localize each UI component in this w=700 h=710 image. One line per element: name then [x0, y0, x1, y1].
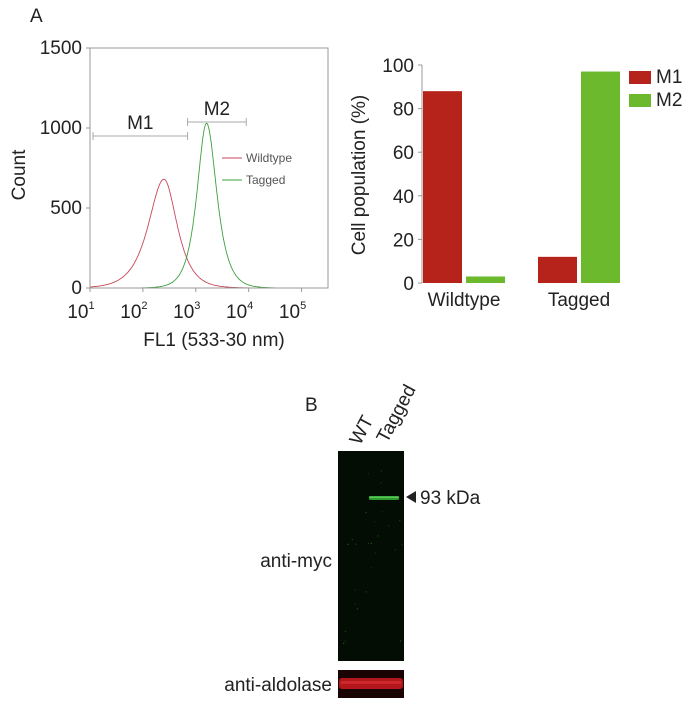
bar-tagged-m2	[581, 71, 620, 283]
bar-y-tick-label: 0	[403, 274, 414, 295]
blot-speckle	[400, 640, 402, 642]
histogram-frame	[89, 47, 329, 289]
blot-speckle	[347, 543, 349, 545]
histogram-curve-wildtype	[89, 178, 276, 289]
bar-legend-swatch-m2	[629, 94, 651, 107]
histogram-x-tick-label: 101	[67, 300, 94, 323]
histogram-y-ticks: 0 500 1000 1500	[40, 38, 90, 299]
blot-speckle	[399, 520, 401, 522]
bar-bars	[423, 71, 620, 283]
histogram-legend-label: Tagged	[246, 173, 285, 187]
lane-label-wt: WT	[346, 412, 379, 448]
bar-tagged-m1	[538, 256, 577, 283]
panel-label-a: A	[30, 6, 43, 27]
histogram-x-label: FL1 (533-30 nm)	[143, 330, 285, 351]
blot-speckle	[365, 511, 367, 514]
lane-label-tagged: Tagged	[373, 381, 421, 446]
bar-legend-label: M1	[656, 67, 682, 88]
histogram-y-tick-label: 1500	[40, 38, 82, 59]
bar-category-label: Tagged	[548, 290, 610, 311]
western-blot: WT Tagged 93 kDa anti-myc anti-aldolase	[224, 381, 481, 698]
blot-speckle	[380, 482, 382, 484]
histogram-y-tick-label: 0	[71, 278, 82, 299]
bar-axes: 0 20 40 60 80 100	[382, 56, 423, 295]
blot-speckle	[374, 552, 376, 554]
histogram-curve-tagged	[90, 122, 276, 289]
bar-legend-swatch-m1	[629, 71, 651, 84]
histogram-x-tick-label: 105	[279, 300, 306, 323]
bar-y-tick-label: 20	[393, 230, 414, 251]
row-label-anti-aldolase: anti-aldolase	[224, 675, 332, 696]
blot-speckle	[381, 511, 383, 513]
blot-membrane-myc	[338, 451, 404, 661]
blot-speckle	[343, 642, 345, 644]
blot-speckle	[370, 542, 372, 544]
blot-speckle	[373, 521, 376, 523]
histogram-legend-label: Wildtype	[246, 151, 292, 165]
blot-speckle	[344, 640, 347, 642]
bar-y-tick-label: 100	[382, 56, 414, 77]
histogram-gates: M1 M2	[92, 99, 247, 140]
blot-speckle	[401, 544, 403, 546]
blot-speckle	[354, 589, 356, 591]
histogram-y-label: Count	[9, 149, 30, 200]
blot-speckle	[380, 470, 382, 472]
blot-speckle	[344, 630, 347, 632]
histogram-curves	[89, 122, 276, 289]
blot-speckle	[356, 608, 358, 610]
histogram-y-tick-label: 500	[50, 198, 82, 219]
bar-chart: Cell population (%) 0 20 40 60 80 100 Wildtyp…	[349, 56, 682, 311]
blot-speckle	[365, 591, 367, 593]
blot-band-highlight	[369, 496, 399, 498]
histogram-x-ticks: 101 102 103 104 105	[67, 288, 306, 323]
bar-y-label: Cell population (%)	[349, 95, 370, 256]
bar-wildtype-m2	[466, 276, 505, 283]
blot-speckle	[394, 549, 396, 551]
blot-speckle	[351, 538, 353, 540]
blot-speckle	[355, 543, 357, 545]
blot-speckle	[377, 535, 379, 537]
histogram-legend: Wildtype Tagged	[222, 151, 292, 187]
bar-y-tick-label: 60	[393, 143, 414, 164]
bar-wildtype-m1	[423, 91, 462, 283]
blot-background-speckles	[343, 470, 403, 644]
gate-label-m2: M2	[204, 99, 230, 120]
blot-speckle	[367, 473, 370, 475]
bar-category-label: Wildtype	[428, 290, 501, 311]
histogram-x-tick-label: 102	[120, 300, 147, 323]
histogram-x-tick-label: 104	[226, 300, 253, 323]
blot-speckle	[370, 567, 372, 569]
marker-label: 93 kDa	[420, 488, 481, 509]
bar-x-labels: Wildtype Tagged	[428, 290, 611, 311]
row-label-anti-myc: anti-myc	[260, 551, 332, 572]
histogram-y-tick-label: 1000	[40, 118, 82, 139]
blot-speckle	[387, 525, 390, 527]
bar-legend-label: M2	[656, 90, 682, 111]
histogram-x-tick-label: 103	[173, 300, 200, 323]
panel-label-b: B	[305, 395, 318, 416]
marker-arrow-icon	[406, 491, 416, 503]
bar-y-tick-label: 80	[393, 100, 414, 121]
blot-band-aldolase-highlight	[341, 681, 401, 684]
blot-speckle	[367, 542, 370, 545]
bar-y-tick-label: 40	[393, 187, 414, 208]
blot-speckle	[354, 603, 356, 605]
gate-label-m1: M1	[127, 113, 153, 134]
